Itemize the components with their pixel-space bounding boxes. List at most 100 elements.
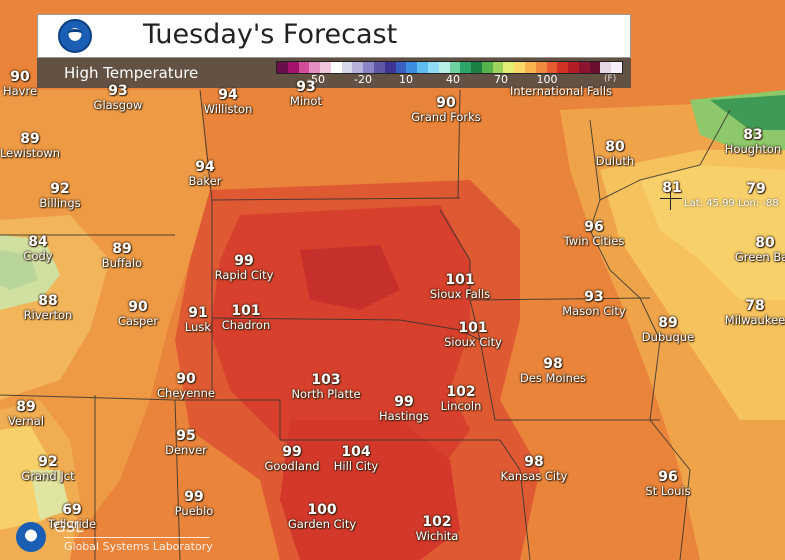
- city-temp: 99: [234, 253, 254, 269]
- city-temp: 89: [20, 131, 40, 147]
- city-label: 69 Telluride: [48, 503, 96, 531]
- city-label: International Falls: [510, 84, 612, 98]
- city-temp: 94: [218, 87, 238, 103]
- city-label: 89 Vernal: [8, 400, 44, 428]
- city-temp: 103: [311, 372, 341, 388]
- city-name: Telluride: [47, 517, 97, 531]
- city-name: Buffalo: [101, 256, 143, 270]
- color-scale: [276, 61, 623, 74]
- city-name: Twin Cities: [563, 234, 625, 248]
- city-name: Sioux City: [444, 335, 502, 349]
- city-label: 98 Kansas City: [501, 455, 568, 483]
- city-temp: 88: [38, 293, 58, 309]
- city-temp: 90: [10, 69, 30, 85]
- city-label: 92 Billings: [39, 182, 80, 210]
- city-label: 102 Wichita: [416, 515, 459, 543]
- city-name: Des Moines: [519, 371, 587, 385]
- city-name: Hastings: [379, 409, 429, 423]
- city-temp: 90: [176, 371, 196, 387]
- legend-bar: High Temperature -50 -20 10 40 70 100 (F): [37, 58, 631, 88]
- color-scale-ticks: -50 -20 10 40 70 100: [276, 73, 621, 87]
- city-label: 99 Pueblo: [175, 490, 214, 518]
- city-temp: 93: [108, 83, 128, 99]
- city-temp: 80: [755, 235, 775, 251]
- city-temp: 104: [341, 444, 371, 460]
- scale-unit: (F): [604, 74, 617, 84]
- city-temp: 84: [28, 234, 48, 250]
- city-temp: 89: [658, 315, 678, 331]
- city-temp: 99: [282, 444, 302, 460]
- city-temp: 89: [16, 399, 36, 415]
- city-label: 99 Goodland: [264, 445, 319, 473]
- city-name: Grand Jct: [21, 469, 75, 483]
- city-label: 92 Grand Jct: [21, 455, 74, 483]
- city-name: Houghton: [724, 142, 782, 156]
- city-temp: 69: [62, 502, 82, 518]
- scale-tick-label: 100: [536, 73, 558, 86]
- city-name: Sioux Falls: [429, 287, 491, 301]
- scale-tick-label: 40: [446, 73, 460, 86]
- city-label: 79: [746, 182, 765, 198]
- city-name: Grand Forks: [411, 110, 481, 124]
- coordinate-readout: Lat: 45.99 Lon: -88: [684, 198, 779, 209]
- city-temp: 95: [176, 428, 196, 444]
- city-name: Dubuque: [641, 330, 695, 344]
- scale-tick-label: -20: [354, 73, 372, 86]
- city-name: Lincoln: [440, 399, 482, 413]
- city-name: Lusk: [184, 320, 212, 334]
- city-name: St Louis: [645, 484, 691, 498]
- marker-temp: 81: [662, 180, 682, 196]
- city-label: 99 Hastings: [379, 395, 429, 423]
- map-title: Tuesday's Forecast: [143, 19, 398, 50]
- city-name: Williston: [203, 102, 253, 116]
- city-label: 101 Chadron: [222, 304, 270, 332]
- city-label: 93 Glasgow: [94, 84, 143, 112]
- city-name: Wichita: [415, 529, 459, 543]
- scale-tick-label: 10: [399, 73, 413, 86]
- city-name: Hill City: [333, 459, 379, 473]
- city-temp: 102: [422, 514, 452, 530]
- city-temp: 100: [307, 502, 337, 518]
- city-temp: 79: [746, 181, 766, 197]
- city-temp: 92: [50, 181, 70, 197]
- city-name: Milwaukee: [724, 313, 785, 327]
- crosshair-icon: [660, 188, 682, 210]
- city-name: Denver: [165, 443, 207, 457]
- city-name: Garden City: [287, 517, 357, 531]
- variable-label: High Temperature: [64, 64, 199, 82]
- city-label: 94 Williston: [204, 88, 253, 116]
- gsl-logo-text: GSL: [54, 518, 84, 536]
- city-temp: 89: [112, 241, 132, 257]
- city-temp: 83: [743, 127, 763, 143]
- city-name: Riverton: [23, 308, 73, 322]
- city-name: Green Bay: [734, 250, 785, 264]
- city-label: 99 Rapid City: [215, 254, 274, 282]
- city-name: Kansas City: [500, 469, 568, 483]
- city-label: 98 Des Moines: [520, 357, 586, 385]
- city-label: 101 Sioux City: [444, 321, 502, 349]
- city-temp: 80: [605, 139, 625, 155]
- city-label: 101 Sioux Falls: [430, 273, 490, 301]
- city-temp: 98: [524, 454, 544, 470]
- city-name: Lewistown: [0, 146, 61, 160]
- city-temp: 96: [658, 469, 678, 485]
- noaa-logo-icon: [58, 19, 92, 53]
- city-name: North Platte: [291, 387, 361, 401]
- city-temp: 90: [436, 95, 456, 111]
- city-temp: 99: [394, 394, 414, 410]
- city-temp: 101: [231, 303, 261, 319]
- gsl-footer: GSL Global Systems Laboratory: [12, 518, 222, 556]
- city-name: Billings: [39, 196, 81, 210]
- city-label: 90 Grand Forks: [411, 96, 481, 124]
- city-name: Minot: [290, 94, 322, 108]
- city-label: 90 Cheyenne: [157, 372, 215, 400]
- city-label: 84 Cody: [23, 235, 52, 263]
- city-label: 93 Mason City: [562, 290, 625, 318]
- city-temp: 99: [184, 489, 204, 505]
- city-label: 102 Lincoln: [441, 385, 482, 413]
- city-label: 96 Twin Cities: [564, 220, 625, 248]
- city-name: International Falls: [509, 84, 613, 98]
- city-temp: 98: [543, 356, 563, 372]
- city-label: 89 Lewistown: [0, 132, 60, 160]
